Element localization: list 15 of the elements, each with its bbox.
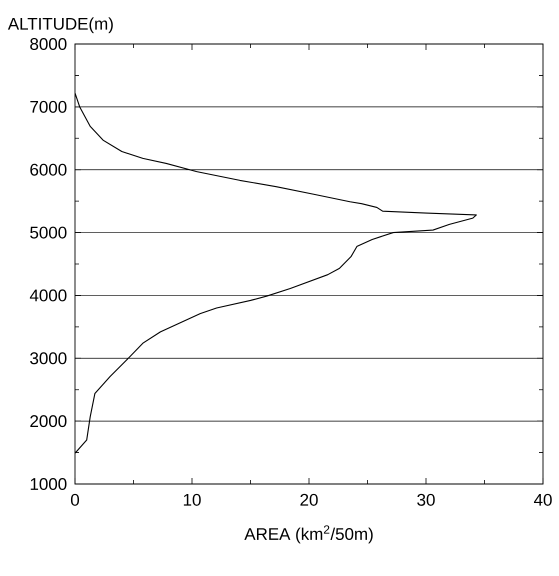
x-tick-label: 0 — [70, 494, 80, 506]
y-tick-label: 8000 — [30, 38, 66, 50]
y-tick-label: 3000 — [30, 352, 66, 364]
y-tick-label: 2000 — [30, 415, 66, 428]
x-tick-label: 30 — [417, 494, 435, 506]
y-tick-label: 5000 — [30, 226, 66, 239]
x-tick-label: 20 — [300, 494, 318, 506]
y-tick-label: 6000 — [30, 164, 66, 176]
y-tick-label: 4000 — [30, 289, 66, 302]
y-tick-label: 7000 — [30, 100, 66, 113]
y-axis-title: ALTITUDE(m) — [8, 17, 113, 34]
x-tick-label: 40 — [534, 494, 552, 506]
x-tick-label: 10 — [184, 494, 201, 506]
x-axis-title: AREA (km$^{2}$/50m) — [244, 525, 373, 544]
y-tick-label: 1000 — [30, 478, 66, 490]
